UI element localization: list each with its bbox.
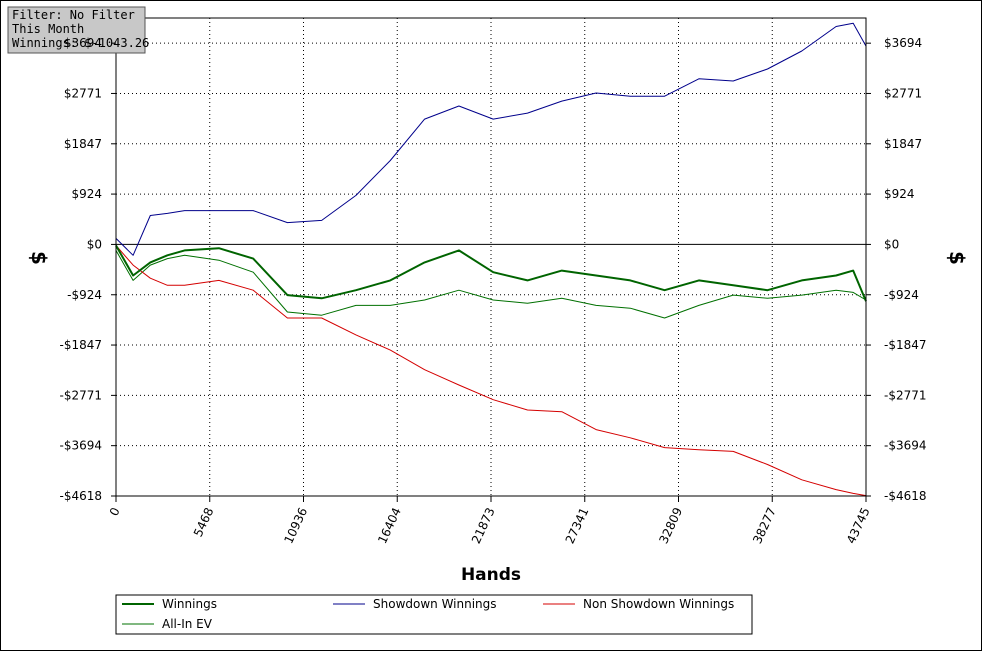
y2-tick-label: -$924: [884, 288, 919, 302]
series-line: [115, 245, 867, 302]
legend-label: All-In EV: [162, 617, 213, 631]
filter-box: [7, 6, 146, 54]
y2-tick-label: -$2771: [884, 388, 927, 402]
y2-tick-label: $924: [884, 187, 915, 201]
y-tick-label: $924: [71, 187, 102, 201]
y2-tick-label: $1847: [884, 137, 922, 151]
series-line: [115, 22, 867, 256]
y-tick-label: $0: [87, 237, 102, 251]
y2-tick-label: $3694: [884, 36, 922, 50]
y-tick-label: -$3694: [59, 439, 102, 453]
annotation: Winnings: $-1043.26: [12, 36, 149, 50]
legend: [115, 594, 753, 635]
annotation: This Month: [12, 22, 84, 36]
y-tick-label: -$1847: [59, 338, 102, 352]
y-tick-label: $3694: [64, 36, 102, 50]
y2-axis-label: $: [945, 251, 969, 265]
series-line: [115, 245, 867, 497]
y-tick-label: -$2771: [59, 388, 102, 402]
series-line: [115, 250, 867, 319]
y-axis-label: $: [27, 251, 51, 265]
x-axis-label: Hands: [461, 565, 521, 585]
legend-label: Showdown Winnings: [373, 597, 497, 611]
y2-tick-label: -$4618: [884, 489, 927, 503]
legend-label: Non Showdown Winnings: [583, 597, 734, 611]
y-tick-label: -$924: [67, 288, 102, 302]
y2-tick-label: $2771: [884, 86, 922, 100]
legend-items: Winnings Showdown Winnings Non Showdown Wi…: [122, 597, 734, 631]
y2-tick-label: $0: [884, 237, 899, 251]
legend-label: Winnings: [162, 597, 217, 611]
y2-tick-label: -$3694: [884, 439, 927, 453]
y-tick-label: $2771: [64, 86, 102, 100]
y2-tick-label: -$1847: [884, 338, 927, 352]
y-tick-label: $1847: [64, 137, 102, 151]
y-tick-label: -$4618: [59, 489, 102, 503]
annotation: Filter: No Filter: [12, 8, 135, 22]
